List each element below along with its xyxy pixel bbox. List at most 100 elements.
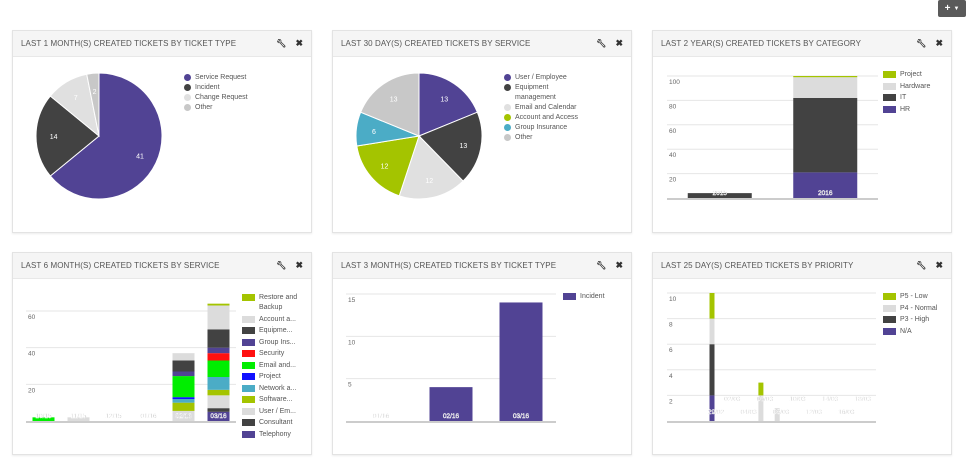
legend-item[interactable]: Service Request	[184, 73, 265, 83]
bar-segment[interactable]	[207, 377, 230, 390]
bar-segment[interactable]	[758, 395, 764, 421]
legend-item[interactable]: Other	[184, 103, 265, 113]
legend-item[interactable]: Account a...	[242, 315, 304, 325]
legend-item[interactable]: Equipme...	[242, 326, 304, 336]
bar-segment[interactable]	[172, 399, 195, 403]
close-icon[interactable]: ✖	[615, 260, 623, 270]
bar-segment[interactable]	[207, 305, 230, 330]
bar-segment[interactable]	[709, 318, 715, 345]
legend-label: Group Ins...	[259, 338, 296, 346]
wrench-icon[interactable]: 🔧︎	[916, 261, 927, 270]
bar-segment[interactable]	[32, 417, 55, 421]
bar-segment[interactable]	[207, 353, 230, 361]
bar-segment[interactable]	[687, 193, 752, 198]
bar-segment[interactable]	[207, 408, 230, 412]
widget-header[interactable]: LAST 2 YEAR(S) CREATED TICKETS BY CATEGO…	[653, 31, 951, 57]
legend-item[interactable]: Project	[242, 372, 304, 382]
bar-segment[interactable]	[774, 408, 780, 421]
chart-svg: 41 14 7 2	[35, 72, 163, 200]
legend-item[interactable]: Group Insurance	[504, 123, 585, 133]
bar-segment[interactable]	[709, 293, 715, 319]
legend-item[interactable]: Consultant	[242, 418, 304, 428]
legend-item[interactable]: Telephony	[242, 430, 304, 440]
pie-slice[interactable]	[86, 72, 100, 137]
bar-segment[interactable]	[793, 172, 858, 198]
legend-item[interactable]: Change Request	[184, 93, 265, 103]
bar-segment[interactable]	[758, 382, 764, 396]
pie-slice[interactable]	[360, 72, 420, 137]
legend-item[interactable]: Project	[883, 70, 945, 80]
bar-segment[interactable]	[172, 397, 195, 399]
legend-item[interactable]: Restore and Backup	[242, 293, 304, 313]
legend-item[interactable]: P5 - Low	[883, 292, 945, 302]
widget-header[interactable]: LAST 6 MONTH(S) CREATED TICKETS BY SERVI…	[13, 253, 311, 279]
wrench-icon[interactable]: 🔧︎	[596, 261, 607, 270]
legend-item[interactable]: HR	[883, 105, 945, 115]
pie-slice[interactable]	[418, 72, 478, 137]
close-icon[interactable]: ✖	[615, 38, 623, 48]
wrench-icon[interactable]: 🔧︎	[276, 39, 287, 48]
bar-segment[interactable]	[207, 395, 230, 409]
bar-segment[interactable]	[709, 344, 715, 396]
slice-label: 12	[425, 178, 433, 185]
legend-item[interactable]: User / Employee	[504, 73, 585, 83]
legend-item[interactable]: Hardware	[883, 82, 945, 92]
bar-segment[interactable]	[172, 353, 195, 361]
wrench-icon[interactable]: 🔧︎	[276, 261, 287, 270]
bar-segment[interactable]	[793, 77, 858, 98]
bar-segment[interactable]	[207, 303, 230, 306]
pie-slice[interactable]	[35, 95, 100, 177]
widget-header[interactable]: LAST 25 DAY(S) CREATED TICKETS BY PRIORI…	[653, 253, 951, 279]
pie-slice[interactable]	[418, 111, 483, 182]
legend-item[interactable]: P4 - Normal	[883, 304, 945, 314]
wrench-icon[interactable]: 🔧︎	[596, 39, 607, 48]
bar-segment[interactable]	[207, 411, 230, 421]
y-tick-label: 20	[669, 177, 677, 184]
pie-slice[interactable]	[49, 72, 163, 200]
legend-item[interactable]: Equipment management	[504, 83, 585, 103]
wrench-icon[interactable]: 🔧︎	[916, 39, 927, 48]
bar-segment[interactable]	[172, 376, 195, 398]
x-tick-label: 11/15	[71, 413, 87, 420]
bar-segment[interactable]	[207, 347, 230, 354]
bar-segment[interactable]	[793, 97, 858, 173]
legend-item[interactable]: Account and Access	[504, 113, 585, 123]
close-icon[interactable]: ✖	[295, 38, 303, 48]
legend-item[interactable]: User / Em...	[242, 407, 304, 417]
bar-segment[interactable]	[207, 329, 230, 348]
bar-segment[interactable]	[709, 395, 715, 421]
bar-segment[interactable]	[429, 387, 473, 421]
legend-item[interactable]: Email and Calendar	[504, 103, 585, 113]
bar-segment[interactable]	[67, 417, 90, 421]
widget-header[interactable]: LAST 1 MONTH(S) CREATED TICKETS BY TICKE…	[13, 31, 311, 57]
bar-segment[interactable]	[499, 302, 543, 421]
legend-item[interactable]: Email and...	[242, 361, 304, 371]
bar-segment[interactable]	[207, 360, 230, 378]
legend-item[interactable]: Other	[504, 133, 585, 143]
legend-item[interactable]: IT	[883, 93, 945, 103]
legend-item[interactable]: P3 - High	[883, 315, 945, 325]
add-widget-button[interactable]: + ▼	[938, 0, 966, 17]
bar-segment[interactable]	[793, 76, 858, 78]
pie-slice[interactable]	[398, 135, 464, 200]
close-icon[interactable]: ✖	[935, 260, 943, 270]
bar-segment[interactable]	[207, 389, 230, 396]
widget-header[interactable]: LAST 3 MONTH(S) CREATED TICKETS BY TICKE…	[333, 253, 631, 279]
pie-slice[interactable]	[356, 135, 420, 197]
legend-item[interactable]: Incident	[563, 292, 625, 302]
bar-segment[interactable]	[172, 410, 195, 421]
legend-item[interactable]: Security	[242, 349, 304, 359]
bar-segment[interactable]	[172, 360, 195, 372]
legend-label: Account and Access	[515, 114, 579, 121]
legend-item[interactable]: N/A	[883, 327, 945, 337]
widget-header[interactable]: LAST 30 DAY(S) CREATED TICKETS BY SERVIC…	[333, 31, 631, 57]
close-icon[interactable]: ✖	[295, 260, 303, 270]
legend-item[interactable]: Incident	[184, 83, 265, 93]
legend-swatch	[184, 94, 191, 101]
bar-segment[interactable]	[172, 371, 195, 377]
legend-item[interactable]: Network a...	[242, 384, 304, 394]
legend-item[interactable]: Group Ins...	[242, 338, 304, 348]
close-icon[interactable]: ✖	[935, 38, 943, 48]
legend-item[interactable]: Software...	[242, 395, 304, 405]
bar-segment[interactable]	[172, 402, 195, 411]
